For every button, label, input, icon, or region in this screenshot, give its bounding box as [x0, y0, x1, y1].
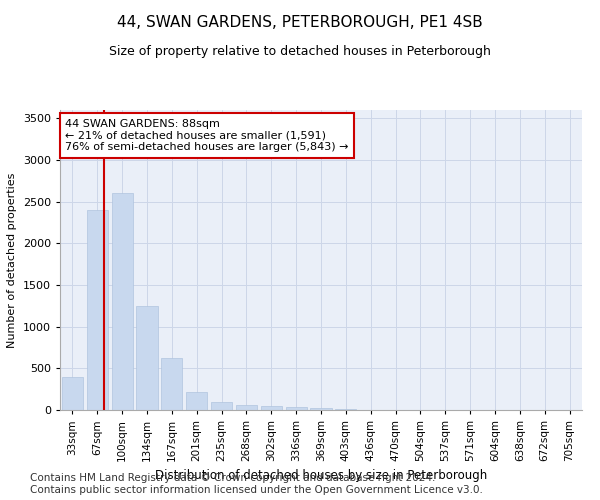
Bar: [112, 194, 133, 410]
Text: 44, SWAN GARDENS, PETERBOROUGH, PE1 4SB: 44, SWAN GARDENS, PETERBOROUGH, PE1 4SB: [117, 15, 483, 30]
Y-axis label: Number of detached properties: Number of detached properties: [7, 172, 17, 348]
Bar: [236, 404, 257, 410]
Bar: [62, 376, 83, 410]
Bar: [261, 406, 282, 410]
Bar: [186, 392, 207, 410]
Bar: [136, 306, 158, 410]
Text: Size of property relative to detached houses in Peterborough: Size of property relative to detached ho…: [109, 45, 491, 58]
Text: 44 SWAN GARDENS: 88sqm
← 21% of detached houses are smaller (1,591)
76% of semi-: 44 SWAN GARDENS: 88sqm ← 21% of detached…: [65, 119, 349, 152]
Bar: [87, 210, 108, 410]
Bar: [310, 408, 332, 410]
Text: Contains HM Land Registry data © Crown copyright and database right 2024.
Contai: Contains HM Land Registry data © Crown c…: [30, 474, 483, 495]
Bar: [286, 406, 307, 410]
Bar: [211, 402, 232, 410]
Bar: [335, 409, 356, 410]
X-axis label: Distribution of detached houses by size in Peterborough: Distribution of detached houses by size …: [155, 470, 487, 482]
Bar: [161, 358, 182, 410]
